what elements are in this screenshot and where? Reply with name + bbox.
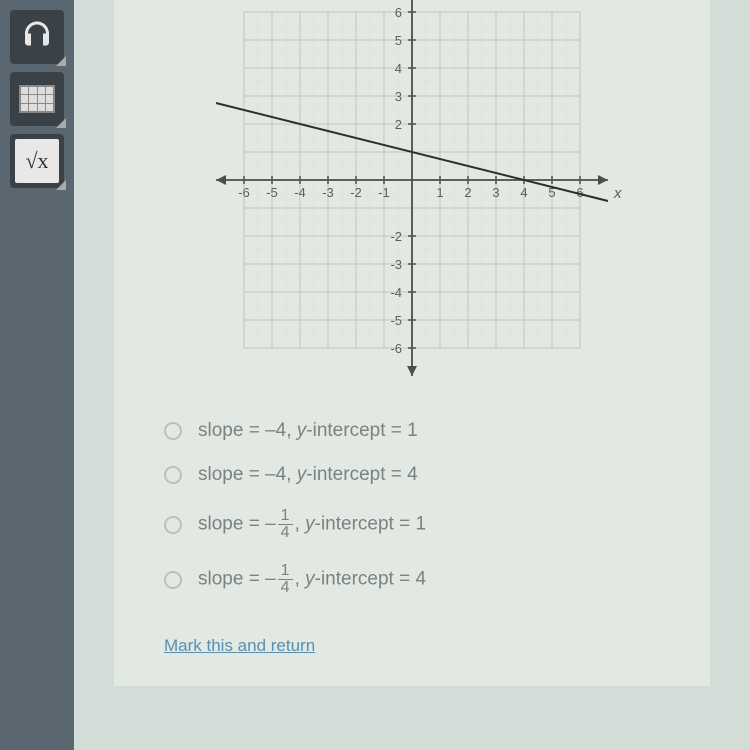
- svg-text:4: 4: [395, 61, 402, 76]
- svg-text:3: 3: [492, 185, 499, 200]
- svg-text:4: 4: [520, 185, 527, 200]
- option-text: slope = –14, y-intercept = 1: [198, 508, 426, 541]
- svg-text:1: 1: [436, 185, 443, 200]
- svg-text:-6: -6: [390, 341, 402, 356]
- calculator-icon: [19, 85, 55, 113]
- answer-option[interactable]: slope = –4, y-intercept = 4: [164, 464, 690, 486]
- svg-text:-3: -3: [390, 257, 402, 272]
- coordinate-graph: -6-5-4-3-2-1123456-6-5-4-3-223456x: [192, 0, 632, 380]
- answer-option[interactable]: slope = –4, y-intercept = 1: [164, 420, 690, 442]
- radio-button[interactable]: [164, 466, 182, 484]
- resize-corner-icon: [56, 180, 66, 190]
- svg-text:2: 2: [464, 185, 471, 200]
- headphones-tool-button[interactable]: [10, 10, 64, 64]
- svg-text:-6: -6: [238, 185, 250, 200]
- resize-corner-icon: [56, 118, 66, 128]
- content-area: -6-5-4-3-2-1123456-6-5-4-3-223456x slope…: [74, 0, 750, 750]
- option-text: slope = –4, y-intercept = 1: [198, 420, 418, 442]
- radio-button[interactable]: [164, 422, 182, 440]
- svg-text:x: x: [613, 185, 622, 202]
- svg-text:-3: -3: [322, 185, 334, 200]
- mark-and-return-link[interactable]: Mark this and return: [134, 636, 690, 656]
- svg-text:-2: -2: [350, 185, 362, 200]
- question-paper: -6-5-4-3-2-1123456-6-5-4-3-223456x slope…: [114, 0, 710, 686]
- svg-text:-5: -5: [266, 185, 278, 200]
- radio-button[interactable]: [164, 516, 182, 534]
- answer-option[interactable]: slope = –14, y-intercept = 4: [164, 563, 690, 596]
- sqrt-icon: √x: [15, 139, 59, 183]
- toolbar-sidebar: √x: [0, 0, 74, 750]
- graph-container: -6-5-4-3-2-1123456-6-5-4-3-223456x: [134, 0, 690, 380]
- svg-text:-1: -1: [378, 185, 390, 200]
- svg-text:2: 2: [395, 117, 402, 132]
- sqrt-tool-button[interactable]: √x: [10, 134, 64, 188]
- resize-corner-icon: [56, 56, 66, 66]
- svg-text:-4: -4: [390, 285, 402, 300]
- answer-options: slope = –4, y-intercept = 1 slope = –4, y…: [134, 420, 690, 596]
- svg-text:3: 3: [395, 89, 402, 104]
- option-text: slope = –14, y-intercept = 4: [198, 563, 426, 596]
- svg-text:-5: -5: [390, 313, 402, 328]
- svg-text:-4: -4: [294, 185, 306, 200]
- headphones-icon: [19, 17, 55, 58]
- svg-text:-2: -2: [390, 229, 402, 244]
- svg-text:6: 6: [395, 5, 402, 20]
- radio-button[interactable]: [164, 571, 182, 589]
- option-text: slope = –4, y-intercept = 4: [198, 464, 418, 486]
- answer-option[interactable]: slope = –14, y-intercept = 1: [164, 508, 690, 541]
- calculator-tool-button[interactable]: [10, 72, 64, 126]
- svg-text:5: 5: [395, 33, 402, 48]
